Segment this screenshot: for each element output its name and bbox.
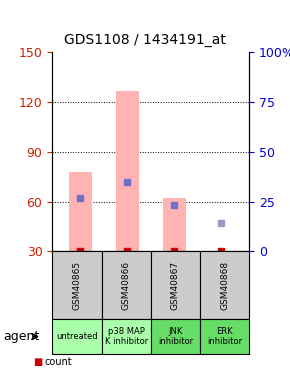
- Text: GDS1108 / 1434191_at: GDS1108 / 1434191_at: [64, 33, 226, 47]
- Text: agent: agent: [3, 330, 39, 343]
- Text: ■: ■: [33, 357, 42, 367]
- Bar: [69, 172, 92, 251]
- Text: JNK
inhibitor: JNK inhibitor: [158, 327, 193, 346]
- Text: GSM40867: GSM40867: [171, 260, 180, 310]
- Text: untreated: untreated: [56, 332, 98, 341]
- Text: GSM40865: GSM40865: [72, 260, 81, 310]
- Bar: [162, 198, 186, 251]
- Text: ERK
inhibitor: ERK inhibitor: [207, 327, 242, 346]
- Text: count: count: [45, 357, 72, 367]
- Text: p38 MAP
K inhibitor: p38 MAP K inhibitor: [104, 327, 148, 346]
- Text: GSM40868: GSM40868: [220, 260, 229, 310]
- Bar: [116, 91, 139, 251]
- Text: GSM40866: GSM40866: [122, 260, 131, 310]
